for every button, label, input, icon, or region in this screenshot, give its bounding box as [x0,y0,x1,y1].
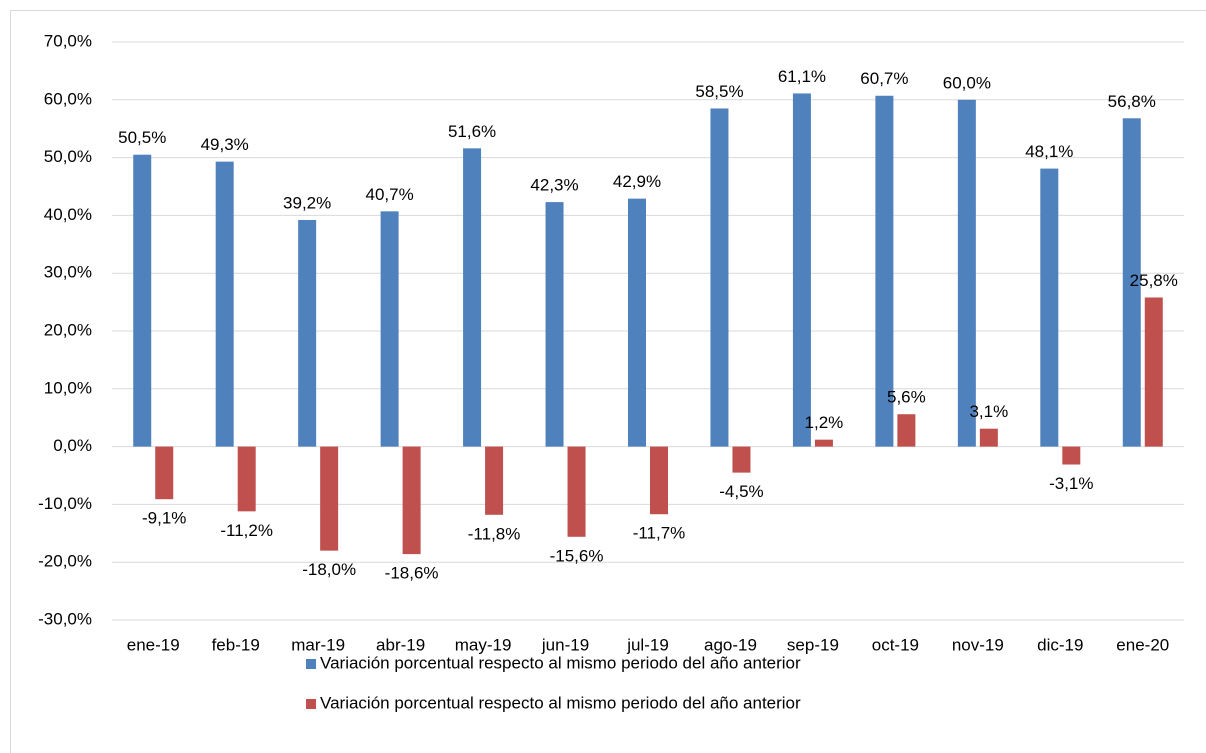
y-tick-label: 20,0% [44,320,92,339]
value-label: -18,6% [385,564,439,583]
value-label: 3,1% [969,402,1008,421]
value-label: -11,8% [468,524,521,543]
y-tick-label: -30,0% [38,609,92,628]
x-tick-label: mar-19 [291,635,345,654]
value-label: 42,3% [530,176,578,195]
bar [298,220,317,447]
x-tick-label: sep-19 [787,635,839,654]
value-label: 48,1% [1025,142,1073,161]
value-label: -18,0% [302,560,356,579]
bar [875,95,894,447]
bar [814,439,833,447]
y-tick-label: 70,0% [44,31,92,50]
legend-label: Variación porcentual respecto al mismo p… [320,653,801,672]
bar [792,93,811,447]
bar [463,148,482,447]
bar [732,446,751,473]
value-label: -3,1% [1049,474,1093,493]
bar [710,108,729,447]
bar [979,428,998,447]
x-tick-label: jul-19 [626,635,669,654]
legend-swatch [306,659,316,669]
value-label: -11,2% [220,521,273,540]
value-label: 60,7% [860,69,908,88]
value-label: -11,7% [633,524,686,543]
bar [215,161,234,447]
value-label: 5,6% [887,388,926,407]
value-label: 61,1% [778,67,826,86]
bar [133,154,152,447]
value-label: 58,5% [695,82,743,101]
x-tick-label: ago-19 [704,635,757,654]
bar [380,211,399,447]
x-tick-label: ene-19 [127,635,180,654]
value-label: 50,5% [118,128,166,147]
bar [485,446,504,515]
y-tick-label: 40,0% [44,205,92,224]
bar [650,446,668,515]
value-label: 56,8% [1108,92,1156,111]
legend-label: Variación porcentual respecto al mismo p… [320,693,801,712]
bar [545,202,564,447]
bar [628,198,646,447]
y-tick-label: 60,0% [44,89,92,108]
bar [567,446,586,537]
bar [1122,118,1141,447]
y-tick-label: 50,0% [44,147,92,166]
x-tick-label: ene-20 [1116,635,1169,654]
value-label: 40,7% [366,185,414,204]
bar [155,446,174,500]
y-tick-label: 0,0% [53,436,92,455]
x-tick-label: may-19 [455,635,512,654]
y-tick-label: 30,0% [44,263,92,282]
value-label: -4,5% [719,482,763,501]
legend-swatch [306,699,316,709]
x-tick-label: jun-19 [541,635,589,654]
bar [237,446,256,512]
y-tick-label: 10,0% [44,378,92,397]
value-label: 39,2% [283,194,331,213]
y-tick-label: -10,0% [38,494,92,513]
bar [957,99,976,447]
bar [1144,297,1163,447]
x-tick-label: abr-19 [376,635,425,654]
value-label: 51,6% [448,122,496,141]
bar [402,446,421,555]
x-tick-label: oct-19 [872,635,919,654]
x-tick-label: dic-19 [1037,635,1083,654]
chart-frame [10,10,1206,753]
value-label: 49,3% [201,135,249,154]
bar [1062,446,1081,465]
x-tick-label: feb-19 [212,635,260,654]
x-tick-label: nov-19 [952,635,1004,654]
value-label: 42,9% [613,172,661,191]
bar [1040,168,1059,447]
bar [897,414,916,447]
bar [320,446,339,551]
value-label: -9,1% [142,509,186,528]
value-label: 1,2% [805,413,844,432]
value-label: -15,6% [550,546,604,565]
y-tick-label: -20,0% [38,552,92,571]
value-label: 60,0% [943,73,991,92]
value-label: 25,8% [1130,271,1178,290]
